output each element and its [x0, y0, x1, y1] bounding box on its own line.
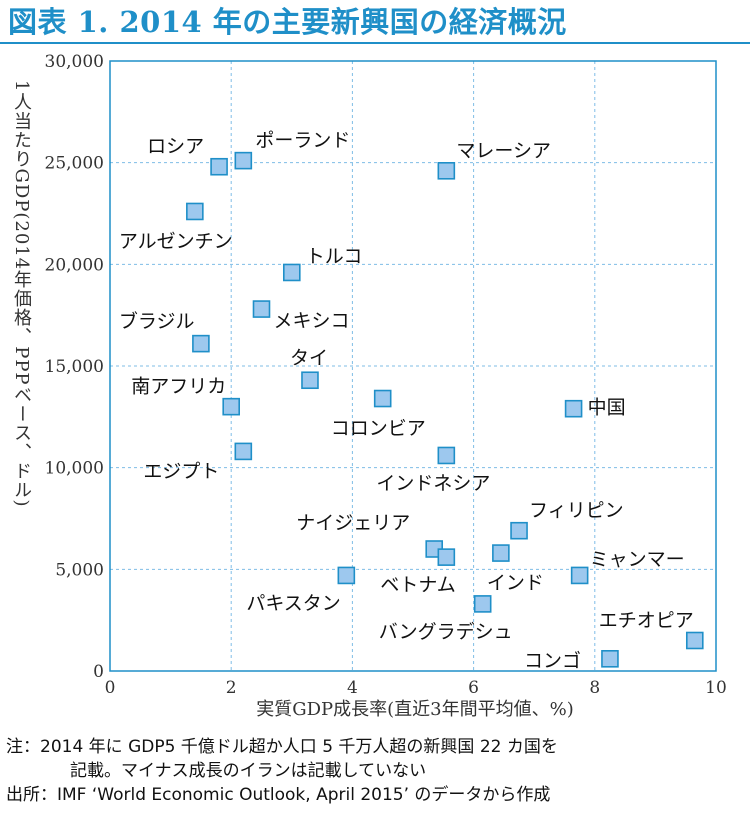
data-point-marker: [473, 595, 492, 613]
note-head: 注：: [6, 737, 40, 757]
y-tick-label: 5,000: [55, 560, 104, 580]
data-point-label: インドネシア: [376, 472, 490, 494]
page-title: 図表 1. 2014 年の主要新興国の経済概況: [8, 5, 567, 39]
data-point-label: ロシア: [147, 136, 204, 158]
source-line: 出所：IMF ‘World Economic Outlook, April 20…: [6, 783, 746, 807]
data-point-label: マレーシア: [456, 140, 551, 162]
data-point-marker: [301, 371, 319, 390]
plot-frame: [109, 60, 717, 672]
data-point-label: ナイジェリア: [296, 512, 410, 534]
data-point-marker: [510, 521, 528, 540]
data-point-marker: [210, 157, 228, 176]
data-point-marker: [282, 263, 301, 282]
y-tick-label: 25,000: [45, 154, 104, 174]
data-point-label: ベトナム: [380, 574, 455, 596]
data-point-marker: [186, 202, 204, 221]
note-line-2: 記載。マイナス成長のイランは記載していない: [70, 761, 427, 781]
footnotes: 注：2014 年に GDP5 千億ドル超か人口 5 千万人超の新興国 22 カ国…: [6, 735, 746, 807]
data-point-marker: [337, 566, 356, 585]
data-point-marker: [437, 446, 456, 465]
data-point-marker: [492, 544, 510, 562]
data-point-label: タイ: [290, 347, 328, 369]
scatter-chart: 0 2 4 6 8 10 0 5,000 10,000 15,000 20,000 25,000 30,…: [45, 52, 727, 694]
data-point-label: フィリピン: [529, 500, 624, 522]
x-tick-label: 10: [705, 678, 727, 694]
x-tick-label: 4: [347, 678, 358, 694]
x-tick-label: 6: [468, 678, 479, 694]
data-point-label: インド: [487, 572, 544, 594]
data-point-marker: [437, 162, 456, 180]
data-point-label: コンゴ: [524, 650, 581, 672]
data-point-label: パキスタン: [246, 592, 340, 614]
x-tick-label: 0: [105, 678, 116, 694]
data-point-label: 南アフリカ: [131, 376, 226, 398]
data-point-marker: [192, 334, 210, 353]
data-point-marker: [601, 649, 619, 668]
data-point-marker: [685, 631, 704, 650]
data-point-label: 中国: [588, 397, 626, 419]
y-tick-label: 10,000: [45, 459, 104, 479]
x-tick-label: 2: [226, 678, 237, 694]
source-text: IMF ‘World Economic Outlook, April 2015’…: [57, 785, 551, 805]
data-point-label: ブラジル: [119, 310, 195, 333]
data-point-label: トルコ: [306, 245, 363, 267]
x-tick-label: 8: [589, 678, 600, 694]
data-point-marker: [564, 399, 583, 418]
y-tick-label: 20,000: [45, 255, 104, 275]
data-point-marker: [234, 151, 253, 170]
data-point-label: ミャンマー: [590, 548, 685, 570]
data-point-marker: [437, 548, 456, 566]
data-point-label: アルゼンチン: [119, 230, 233, 252]
data-point-marker: [222, 397, 240, 416]
y-tick-label: 15,000: [45, 357, 104, 377]
y-tick-label: 30,000: [45, 52, 104, 72]
data-point-label: エチオピア: [599, 610, 694, 632]
data-point-marker: [234, 442, 253, 461]
data-point-label: コロンビア: [331, 418, 426, 440]
y-tick-label: 0: [93, 662, 104, 682]
data-point-marker: [373, 389, 392, 408]
x-axis-label: 実質GDP成長率(直近3年間平均値、%): [256, 699, 574, 720]
data-point-label: エジプト: [143, 460, 219, 482]
data-point-label: ポーランド: [255, 130, 350, 152]
data-point-label: メキシコ: [274, 310, 350, 332]
y-axis-label: 1人当たりGDP(2014年価格、PPPベース、ドル): [11, 80, 32, 508]
title-divider: [0, 42, 750, 44]
source-head: 出所：: [6, 785, 57, 805]
data-point-marker: [570, 566, 589, 585]
data-point-label: バングラデシュ: [379, 621, 513, 643]
note-text-1: 2014 年に GDP5 千億ドル超か人口 5 千万人超の新興国 22 カ国を: [40, 737, 558, 757]
note-line-1: 注：2014 年に GDP5 千億ドル超か人口 5 千万人超の新興国 22 カ国…: [6, 735, 746, 759]
data-point-marker: [252, 300, 271, 318]
